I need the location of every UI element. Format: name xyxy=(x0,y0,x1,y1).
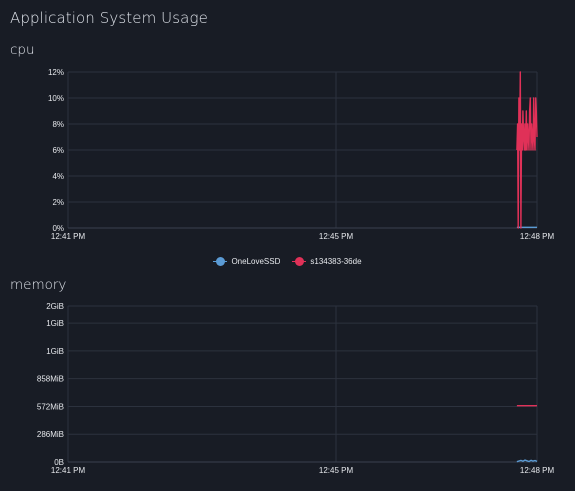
cpu-x-tick-label: 12:48 PM xyxy=(520,232,555,241)
mem-series-line-oneloverssd xyxy=(516,459,538,463)
mem-y-tick-label: 2GiB xyxy=(46,302,64,311)
legend-label: OneLoveSSD xyxy=(231,256,281,266)
cpu-series-line-s134383 xyxy=(516,71,538,229)
cpu-x-tick-label: 12:45 PM xyxy=(319,232,354,241)
legend-dot xyxy=(294,256,304,266)
page-title: Application System Usage xyxy=(10,9,208,27)
cpu-y-tick-label: 8% xyxy=(52,120,64,129)
legend-marker-icon xyxy=(213,256,228,266)
cpu-chart: 0% 2% 4% 6% 8% 10% 12% 12:41 PM 12:45 PM 12:48 PM xyxy=(48,68,555,241)
mem-y-tick-label: 1GiB xyxy=(46,319,64,328)
legend-dot xyxy=(215,256,225,266)
cpu-y-tick-label: 2% xyxy=(52,198,64,207)
cpu-y-tick-label: 0% xyxy=(52,224,64,233)
memory-chart: 0B 286MiB 572MiB 858MiB 1GiB 1GiB 2GiB 12:41 PM… xyxy=(37,302,555,475)
mem-y-tick-label: 1GiB xyxy=(46,347,64,356)
mem-y-tick-label: 858MiB xyxy=(37,375,64,384)
legend-label: s134383-36de xyxy=(310,256,362,266)
mem-x-tick-label: 12:48 PM xyxy=(520,466,555,475)
cpu-y-tick-label: 6% xyxy=(52,146,64,155)
mem-x-tick-label: 12:45 PM xyxy=(319,466,354,475)
cpu-y-tick-label: 10% xyxy=(48,94,64,103)
mem-y-tick-label: 286MiB xyxy=(37,430,64,439)
cpu-x-tick-label: 12:41 PM xyxy=(51,232,86,241)
mem-x-tick-label: 12:41 PM xyxy=(51,466,86,475)
legend-item-s134383[interactable]: s134383-36de xyxy=(292,256,362,266)
chart-legend: OneLoveSSD s134383-36de xyxy=(0,254,575,268)
mem-y-tick-label: 572MiB xyxy=(37,402,64,411)
cpu-y-tick-label: 4% xyxy=(52,172,64,181)
mem-y-tick-label: 0B xyxy=(54,458,64,467)
cpu-chart-title: cpu xyxy=(10,42,35,58)
cpu-y-tick-label: 12% xyxy=(48,68,64,77)
memory-chart-title: memory xyxy=(10,277,67,293)
legend-marker-icon xyxy=(292,256,307,266)
legend-item-oneloverssd[interactable]: OneLoveSSD xyxy=(213,256,280,266)
